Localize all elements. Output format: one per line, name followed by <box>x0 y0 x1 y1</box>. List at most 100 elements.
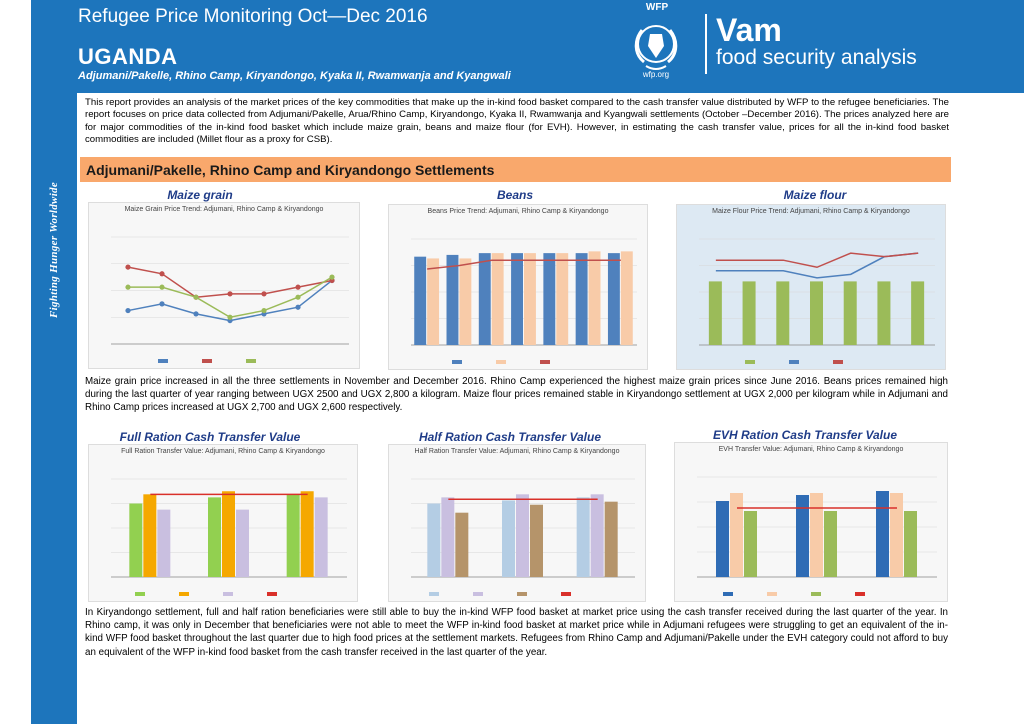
bar <box>556 253 569 345</box>
settlements-subtitle: Adjumani/Pakelle, Rhino Camp, Kiryandong… <box>78 70 511 82</box>
bar <box>530 504 543 577</box>
data-point <box>295 294 301 300</box>
bar <box>604 501 618 577</box>
bar <box>143 494 157 577</box>
bar <box>876 491 889 577</box>
data-point <box>193 311 199 317</box>
legend-swatch <box>540 360 550 364</box>
legend-swatch <box>833 360 843 364</box>
legend-swatch <box>745 360 755 364</box>
bar <box>516 494 529 577</box>
bar <box>620 251 633 345</box>
country-name: UGANDA <box>78 44 178 69</box>
chart-title-maize-flour: Maize flour <box>783 188 847 202</box>
report-title: Refugee Price Monitoring Oct—Dec 2016 <box>78 6 428 27</box>
bar <box>716 501 729 577</box>
chart-evh-ration: EVH Transfer Value: Adjumani, Rhino Camp… <box>674 442 948 602</box>
bar <box>446 254 459 345</box>
series-line <box>128 276 333 319</box>
legend-swatch <box>855 592 865 596</box>
legend-swatch <box>496 360 506 364</box>
chart-caption: EVH Transfer Value: Adjumani, Rhino Camp… <box>718 446 904 453</box>
legend-swatch <box>473 592 483 596</box>
bar <box>588 251 601 345</box>
bar <box>459 258 472 345</box>
legend-swatch <box>202 359 212 363</box>
bar <box>744 511 757 577</box>
data-point <box>261 307 267 314</box>
legend-swatch <box>429 592 439 596</box>
bar <box>590 494 604 577</box>
data-point <box>125 307 131 314</box>
bar <box>730 493 743 577</box>
bar <box>511 253 523 345</box>
legend-swatch <box>723 592 733 596</box>
chart-full-ration: Full Ration Transfer Value: Adjumani, Rh… <box>88 444 358 602</box>
data-point <box>125 284 131 290</box>
chart-caption: Maize Flour Price Trend: Adjumani, Rhino… <box>712 208 910 215</box>
legend-swatch <box>452 360 462 364</box>
bar <box>576 497 590 577</box>
data-point <box>227 314 233 320</box>
data-point <box>295 284 301 290</box>
data-point <box>159 301 165 307</box>
cash-transfer-paragraph: In Kiryandongo settlement, full and half… <box>85 607 948 658</box>
data-point <box>193 294 199 300</box>
bar <box>810 493 823 577</box>
chart-caption: Maize Grain Price Trend: Adjumani, Rhino… <box>124 206 324 213</box>
chart-caption: Half Ration Transfer Value: Adjumani, Rh… <box>414 448 620 455</box>
bar <box>478 253 491 345</box>
brand-divider <box>705 14 707 74</box>
bar <box>904 511 917 577</box>
data-point <box>261 291 267 297</box>
bar <box>222 491 235 577</box>
legend-swatch <box>179 592 189 596</box>
data-point <box>125 264 131 270</box>
left-sidebar <box>31 0 77 724</box>
bar <box>742 281 756 345</box>
legend-swatch <box>561 592 571 596</box>
chart-title-half-ration: Half Ration Cash Transfer Value <box>418 430 602 444</box>
data-point <box>329 274 335 280</box>
data-point <box>295 304 301 310</box>
chart-svg-evh-ration <box>697 476 937 596</box>
chart-title-full-ration: Full Ration Cash Transfer Value <box>119 430 301 444</box>
data-point <box>227 291 233 297</box>
bar <box>824 511 837 577</box>
data-point <box>159 284 165 290</box>
wfp-emblem-icon <box>634 25 678 70</box>
bar <box>208 497 221 577</box>
chart-title-beans: Beans <box>496 188 534 202</box>
chart-half-ration: Half Ration Transfer Value: Adjumani, Rh… <box>388 444 646 602</box>
sidebar-tagline: Fighting Hunger Worldwide <box>48 181 60 319</box>
chart-caption: Beans Price Trend: Adjumani, Rhino Camp … <box>427 208 609 215</box>
bar <box>776 281 790 345</box>
wfp-url: wfp.org <box>642 70 670 79</box>
chart-svg-maize-grain <box>111 236 349 363</box>
bar <box>575 253 588 345</box>
chart-maize-grain: Maize Grain Price Trend: Adjumani, Rhino… <box>88 202 360 369</box>
legend-swatch <box>767 592 777 596</box>
chart-svg-full-ration <box>111 478 347 596</box>
bar <box>543 253 556 345</box>
price-analysis-paragraph: Maize grain price increased in all the t… <box>85 376 948 414</box>
chart-title-evh-ration: EVH Ration Cash Transfer Value <box>712 428 898 442</box>
chart-caption: Full Ration Transfer Value: Adjumani, Rh… <box>121 448 325 455</box>
chart-maize-flour: Maize Flour Price Trend: Adjumani, Rhino… <box>676 204 946 370</box>
brand-subtitle: food security analysis <box>716 46 917 69</box>
legend-swatch <box>246 359 256 363</box>
chart-svg-half-ration <box>411 478 635 596</box>
section-header-bar <box>80 157 951 182</box>
bar <box>890 493 903 577</box>
chart-title-maize-grain: Maize grain <box>167 188 233 202</box>
bar <box>607 253 620 345</box>
bar <box>441 497 455 577</box>
series-line <box>427 259 621 270</box>
wfp-logo-text: WFP <box>645 2 669 13</box>
bar <box>300 491 314 577</box>
bar <box>796 495 809 577</box>
legend-swatch <box>517 592 527 596</box>
chart-svg-beans <box>411 238 637 364</box>
bar <box>502 500 515 577</box>
bar <box>810 281 823 345</box>
